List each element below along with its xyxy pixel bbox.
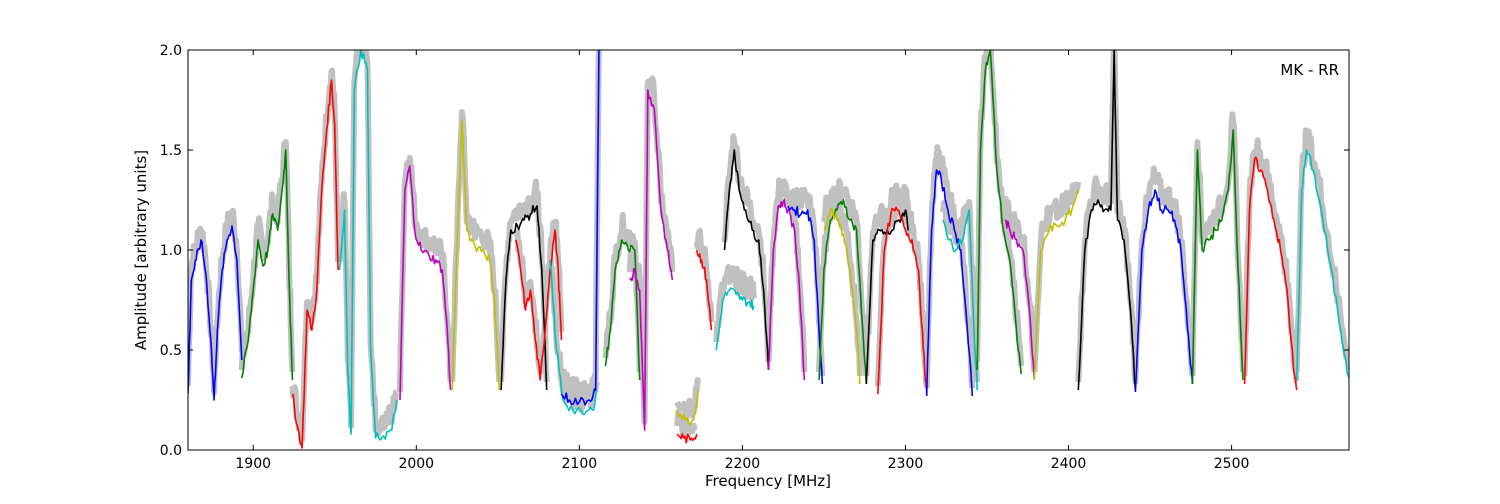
background-segment-26 bbox=[1001, 195, 1038, 373]
series-line-18 bbox=[787, 205, 824, 385]
y-axis-ticks: 0.0 0.5 1.0 1.5 2.0 bbox=[160, 43, 1349, 459]
series-line-15 bbox=[715, 287, 755, 351]
series-line-7 bbox=[515, 229, 563, 381]
x-axis-label: Frequency [MHz] bbox=[705, 472, 831, 490]
series-line-31 bbox=[1243, 156, 1298, 391]
background-segment-27 bbox=[1031, 181, 1082, 373]
y-tick-label-3: 1.5 bbox=[160, 143, 182, 159]
series-line-28 bbox=[1077, 50, 1137, 391]
background-envelope bbox=[188, 50, 1349, 443]
background-segment-15 bbox=[713, 264, 757, 343]
x-tick-label-3: 2200 bbox=[725, 456, 761, 472]
series-line-13 bbox=[676, 389, 700, 426]
background-segment-16 bbox=[721, 133, 772, 363]
y-tick-label-0: 0.0 bbox=[160, 443, 182, 459]
y-tick-label-4: 2.0 bbox=[160, 43, 182, 59]
series-line-1 bbox=[241, 149, 294, 381]
background-segment-2 bbox=[289, 67, 341, 443]
series-line-29 bbox=[1134, 189, 1194, 393]
x-tick-label-0: 1900 bbox=[235, 456, 271, 472]
background-segment-30 bbox=[1189, 111, 1246, 377]
y-tick-label-2: 1.0 bbox=[160, 243, 182, 259]
x-tick-label-6: 2500 bbox=[1214, 456, 1250, 472]
series-line-30 bbox=[1191, 129, 1244, 385]
x-tick-label-5: 2400 bbox=[1051, 456, 1087, 472]
series-line-8 bbox=[549, 259, 599, 415]
series-line-14 bbox=[696, 249, 713, 331]
background-segment-11 bbox=[626, 75, 676, 425]
series-line-25 bbox=[976, 50, 1022, 375]
series-line-16 bbox=[723, 149, 770, 371]
background-segment-10 bbox=[602, 211, 643, 373]
station-annotation: MK - RR bbox=[1280, 61, 1339, 79]
series-line-3 bbox=[338, 50, 398, 441]
x-tick-label-2: 2100 bbox=[562, 456, 598, 472]
series-line-21 bbox=[865, 209, 910, 385]
series-line-2 bbox=[291, 79, 339, 449]
background-segment-23 bbox=[923, 144, 976, 389]
y-tick-label-1: 0.5 bbox=[160, 343, 182, 359]
series-line-19 bbox=[818, 199, 868, 385]
series-line-17 bbox=[767, 198, 806, 381]
background-segment-32 bbox=[1293, 127, 1349, 373]
series-line-5 bbox=[451, 119, 501, 391]
series-line-22 bbox=[877, 206, 928, 395]
background-segment-9 bbox=[558, 50, 602, 399]
series-line-9 bbox=[560, 50, 600, 406]
x-axis-ticks: 1900 2000 2100 2200 2300 2400 2500 bbox=[235, 50, 1249, 472]
series-line-32 bbox=[1296, 149, 1349, 381]
x-tick-label-4: 2300 bbox=[888, 456, 924, 472]
series-line-20 bbox=[823, 207, 861, 385]
background-segment-28 bbox=[1075, 50, 1139, 383]
series-line-11 bbox=[629, 89, 674, 431]
background-segment-13 bbox=[674, 377, 702, 419]
series-line-27 bbox=[1033, 189, 1080, 381]
background-segment-5 bbox=[449, 109, 503, 383]
series-line-6 bbox=[500, 205, 548, 391]
y-axis-label: Amplitude [arbitrary units] bbox=[132, 150, 150, 350]
series-group bbox=[188, 50, 1349, 449]
plot-frame bbox=[187, 49, 1350, 451]
x-tick-label-1: 2000 bbox=[398, 456, 434, 472]
series-line-26 bbox=[1004, 219, 1036, 381]
series-line-24 bbox=[942, 209, 978, 391]
series-line-4 bbox=[399, 165, 452, 401]
series-line-0 bbox=[188, 225, 243, 401]
series-line-12 bbox=[676, 433, 698, 444]
series-line-10 bbox=[604, 239, 641, 381]
background-segment-4 bbox=[397, 155, 454, 393]
series-line-23 bbox=[925, 169, 974, 397]
